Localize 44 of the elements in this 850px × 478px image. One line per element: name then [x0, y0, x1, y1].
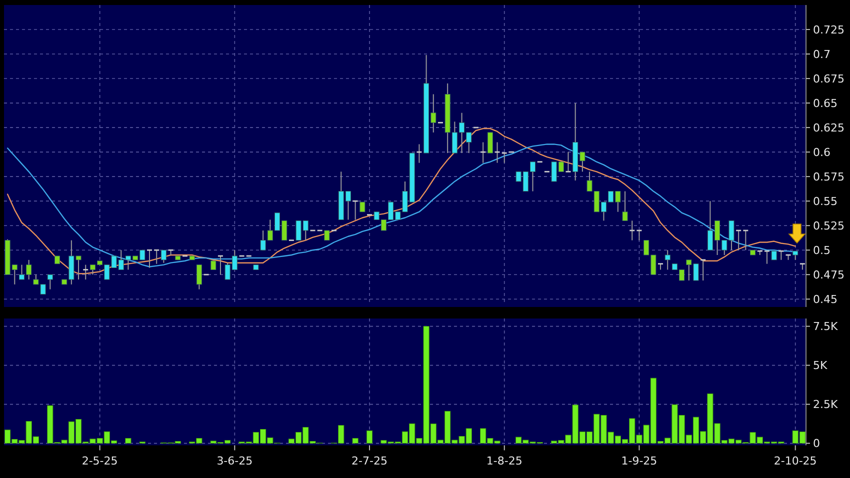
- candlestick: [700, 259, 706, 281]
- candlestick: [83, 264, 88, 280]
- y-tick-label: 0.525: [813, 219, 844, 232]
- bar: [366, 430, 373, 444]
- bar: [352, 438, 358, 444]
- candlestick: [146, 249, 152, 268]
- candlestick: [196, 264, 202, 290]
- candlestick: [47, 274, 53, 290]
- y-tick-label: 2.5K: [813, 398, 838, 412]
- candlestick: [764, 250, 770, 264]
- y-tick-label: 0.7: [813, 48, 830, 61]
- candlestick: [664, 250, 670, 270]
- candlestick: [566, 152, 571, 172]
- candlestick: [416, 144, 422, 164]
- candlestick: [324, 230, 330, 241]
- y-tick-label: 0.6: [813, 146, 830, 159]
- y-tick-label: 5K: [813, 359, 828, 372]
- bar: [125, 438, 132, 444]
- x-tick-label: 1-8-25: [486, 454, 522, 468]
- candlestick: [487, 132, 493, 154]
- candlestick: [622, 190, 628, 222]
- y-tick-label: 0.675: [813, 72, 844, 86]
- y-tick-label: 0.55: [813, 194, 838, 208]
- candlestick: [352, 200, 358, 220]
- y-tick-label: 0.65: [813, 96, 838, 110]
- y-tick-label: 0.575: [813, 170, 844, 184]
- x-tick-label: 2-10-25: [774, 454, 817, 468]
- y-tick-label: 0.725: [813, 23, 844, 36]
- candlestick: [778, 250, 784, 260]
- candlestick: [154, 249, 160, 264]
- x-tick-label: 3-6-25: [216, 454, 253, 468]
- x-tick-label: 2-7-25: [352, 454, 388, 468]
- y-tick-label: 0: [813, 437, 820, 450]
- candlestick: [494, 142, 500, 164]
- y-tick-label: 0.625: [813, 121, 844, 134]
- x-tick-label: 1-9-25: [621, 454, 658, 468]
- candlestick: [480, 142, 486, 164]
- y-tick-label: 0.475: [813, 268, 844, 282]
- candlestick: [160, 250, 166, 264]
- y-tick-label: 0.5: [813, 244, 830, 257]
- y-tick-label: 0.45: [813, 292, 838, 306]
- candlestick: [360, 202, 366, 212]
- y-tick-label: 7.5K: [813, 320, 838, 334]
- x-tick-label: 2-5-25: [82, 454, 118, 468]
